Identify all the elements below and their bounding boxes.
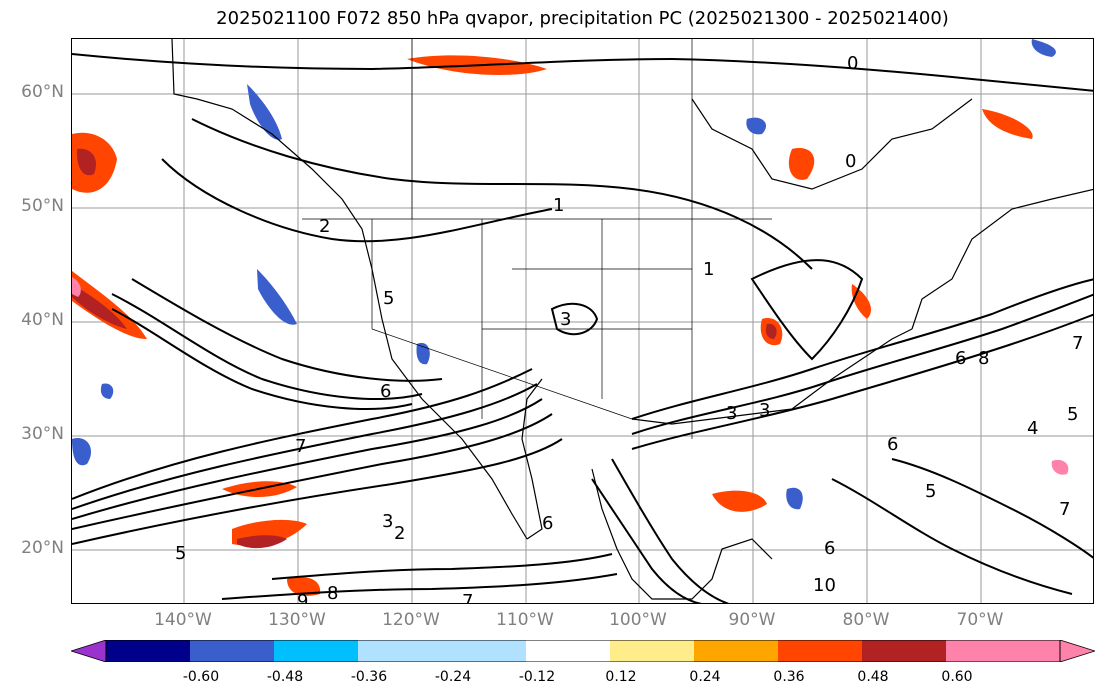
lon-label-130w: 130°W — [268, 610, 326, 630]
lat-label-40: 40°N — [21, 310, 64, 330]
lat-label-50: 50°N — [21, 196, 64, 216]
contour-label: 5 — [925, 481, 936, 502]
contour-label: 5 — [383, 288, 394, 309]
colorbar-tick: 0.60 — [941, 669, 973, 685]
colorbar-tick: 0.48 — [857, 669, 889, 685]
contour-label: 1 — [703, 259, 714, 280]
lon-label-120w: 120°W — [382, 610, 440, 630]
colorbar-tick: -0.12 — [518, 669, 556, 685]
lon-label-70w: 70°W — [956, 610, 1004, 630]
colorbar-tick: -0.36 — [350, 669, 388, 685]
contour-label: 6 — [887, 434, 898, 455]
coastlines — [171, 39, 1093, 600]
lon-label-90w: 90°W — [728, 610, 776, 630]
contour-label: 3 — [560, 309, 571, 330]
contour-label: 2 — [394, 523, 405, 544]
contour-label: 6 — [955, 348, 966, 369]
contour-label: 10 — [813, 575, 836, 596]
map-canvas: 0 0 1 1 2 5 3 3 6 7 3 2 5 6 7 8 6 3 10 9… — [72, 39, 1093, 604]
contour-label: 2 — [319, 216, 330, 237]
map-title: 2025021100 F072 850 hPa qvapor, precipit… — [216, 8, 949, 29]
contour-label: 0 — [845, 151, 856, 172]
colorbar-tick: 0.36 — [773, 669, 805, 685]
colorbar — [71, 640, 1095, 662]
contour-label: 7 — [1059, 499, 1070, 520]
lon-label-100w: 100°W — [609, 610, 667, 630]
qvapor-contours — [72, 53, 1093, 603]
colorbar-tick: 0.12 — [605, 669, 637, 685]
lat-label-20: 20°N — [21, 538, 64, 558]
contour-label: 1 — [553, 195, 564, 216]
lon-label-80w: 80°W — [842, 610, 890, 630]
lon-label-140w: 140°W — [154, 610, 212, 630]
contour-label: 7 — [1072, 333, 1083, 354]
lat-label-60: 60°N — [21, 82, 64, 102]
contour-label: 6 — [824, 538, 835, 559]
contour-label: 0 — [847, 53, 858, 74]
graticule — [72, 39, 1093, 603]
lon-label-110w: 110°W — [496, 610, 554, 630]
contour-label: 6 — [380, 381, 391, 402]
contour-label: 5 — [1067, 404, 1078, 425]
map-panel: 0 0 1 1 2 5 3 3 6 7 3 2 5 6 7 8 6 3 10 9… — [71, 38, 1094, 604]
contour-label: 4 — [1027, 418, 1038, 439]
contour-label: 3 — [759, 400, 770, 421]
colorbar-tick: -0.60 — [182, 669, 220, 685]
colorbar-tick: -0.24 — [434, 669, 472, 685]
contour-label: 7 — [295, 436, 306, 457]
contour-label: 6 — [542, 513, 553, 534]
colorbar-tick: 0.24 — [689, 669, 721, 685]
contour-label: 9 — [297, 591, 308, 604]
contour-label: 3 — [726, 403, 737, 424]
contour-labels: 0 0 1 1 2 5 3 3 6 7 3 2 5 6 7 8 6 3 10 9… — [175, 53, 1083, 604]
contour-label: 5 — [175, 543, 186, 564]
contour-label: 8 — [327, 583, 338, 604]
contour-label: 7 — [462, 591, 473, 604]
contour-label: 3 — [382, 511, 393, 532]
contour-label: 8 — [978, 348, 989, 369]
colorbar-tick: -0.48 — [266, 669, 304, 685]
lat-label-30: 30°N — [21, 424, 64, 444]
